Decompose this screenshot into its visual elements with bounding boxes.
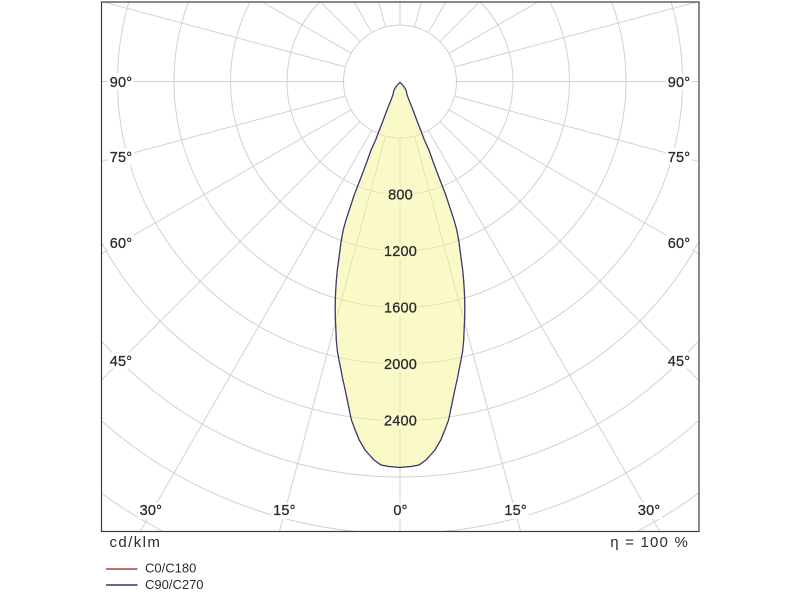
svg-text:30°: 30°	[638, 503, 661, 519]
svg-text:15°: 15°	[504, 503, 527, 519]
svg-text:90°: 90°	[668, 75, 691, 91]
svg-text:45°: 45°	[110, 354, 133, 370]
svg-text:60°: 60°	[668, 236, 691, 252]
svg-text:2400: 2400	[384, 414, 417, 430]
svg-text:1600: 1600	[384, 301, 417, 317]
svg-text:45°: 45°	[668, 354, 691, 370]
svg-text:800: 800	[388, 188, 413, 204]
svg-text:90°: 90°	[110, 75, 133, 91]
svg-text:75°: 75°	[110, 150, 133, 166]
svg-text:1200: 1200	[384, 244, 417, 260]
svg-text:C0/C180: C0/C180	[145, 561, 196, 576]
svg-text:0°: 0°	[393, 503, 407, 519]
svg-text:15°: 15°	[273, 503, 296, 519]
svg-text:75°: 75°	[668, 150, 691, 166]
svg-text:η = 100 %: η = 100 %	[610, 534, 689, 551]
svg-text:60°: 60°	[110, 236, 133, 252]
svg-text:30°: 30°	[140, 503, 163, 519]
svg-text:C90/C270: C90/C270	[145, 577, 204, 592]
svg-text:cd/klm: cd/klm	[110, 534, 162, 551]
svg-text:2000: 2000	[384, 357, 417, 373]
